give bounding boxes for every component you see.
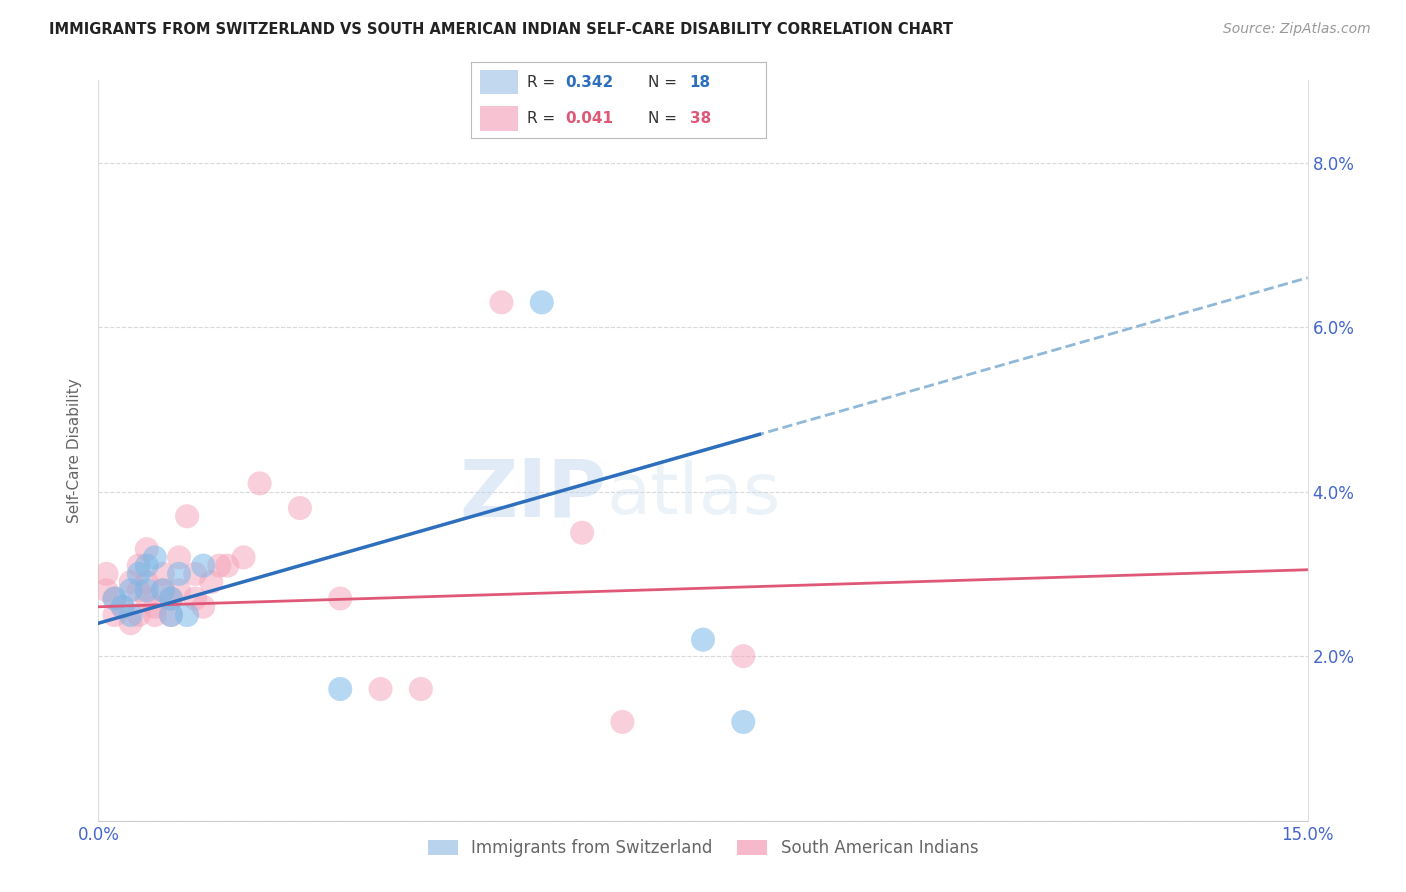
Point bbox=[120, 583, 142, 598]
Point bbox=[143, 607, 166, 622]
Text: N =: N = bbox=[648, 76, 682, 90]
Point bbox=[184, 566, 207, 581]
Point bbox=[193, 558, 215, 573]
Text: 38: 38 bbox=[689, 111, 711, 126]
Point bbox=[111, 599, 134, 614]
Point bbox=[491, 295, 513, 310]
Point bbox=[733, 649, 755, 664]
Point bbox=[143, 550, 166, 565]
Point bbox=[160, 607, 183, 622]
Point bbox=[143, 599, 166, 614]
Point bbox=[128, 566, 150, 581]
Point bbox=[692, 632, 714, 647]
Text: 0.342: 0.342 bbox=[565, 76, 614, 90]
Point bbox=[184, 591, 207, 606]
Point bbox=[152, 583, 174, 598]
Point bbox=[409, 681, 432, 696]
Point bbox=[120, 607, 142, 622]
Point bbox=[120, 616, 142, 631]
Point bbox=[103, 607, 125, 622]
Point bbox=[329, 681, 352, 696]
Point bbox=[612, 714, 634, 729]
Text: N =: N = bbox=[648, 111, 682, 126]
Point bbox=[232, 550, 254, 565]
Point bbox=[135, 591, 157, 606]
Point bbox=[160, 607, 183, 622]
Point bbox=[733, 714, 755, 729]
Point bbox=[128, 607, 150, 622]
Point bbox=[167, 566, 190, 581]
Text: ZIP: ZIP bbox=[458, 456, 606, 534]
Point bbox=[135, 558, 157, 573]
Point bbox=[152, 566, 174, 581]
Point bbox=[160, 591, 183, 606]
Point bbox=[176, 509, 198, 524]
Bar bbox=[479, 106, 519, 130]
Point bbox=[152, 583, 174, 598]
Point bbox=[96, 566, 118, 581]
Point bbox=[167, 550, 190, 565]
Text: R =: R = bbox=[527, 111, 560, 126]
Point bbox=[103, 591, 125, 606]
Point bbox=[128, 558, 150, 573]
Point bbox=[135, 542, 157, 557]
Text: 18: 18 bbox=[689, 76, 710, 90]
Point bbox=[288, 501, 311, 516]
Point bbox=[135, 575, 157, 590]
Point bbox=[160, 591, 183, 606]
Point bbox=[370, 681, 392, 696]
Point bbox=[120, 575, 142, 590]
Point bbox=[208, 558, 231, 573]
Point bbox=[530, 295, 553, 310]
Text: IMMIGRANTS FROM SWITZERLAND VS SOUTH AMERICAN INDIAN SELF-CARE DISABILITY CORREL: IMMIGRANTS FROM SWITZERLAND VS SOUTH AME… bbox=[49, 22, 953, 37]
Point bbox=[167, 583, 190, 598]
Point bbox=[329, 591, 352, 606]
Point bbox=[103, 591, 125, 606]
Point bbox=[193, 599, 215, 614]
Point bbox=[111, 599, 134, 614]
Point bbox=[176, 607, 198, 622]
Text: R =: R = bbox=[527, 76, 560, 90]
Point bbox=[96, 583, 118, 598]
Point bbox=[249, 476, 271, 491]
Text: Source: ZipAtlas.com: Source: ZipAtlas.com bbox=[1223, 22, 1371, 37]
Y-axis label: Self-Care Disability: Self-Care Disability bbox=[67, 378, 83, 523]
Point bbox=[571, 525, 593, 540]
Text: atlas: atlas bbox=[606, 460, 780, 529]
Bar bbox=[479, 70, 519, 95]
Point bbox=[135, 583, 157, 598]
Point bbox=[200, 575, 222, 590]
Point bbox=[128, 583, 150, 598]
Legend: Immigrants from Switzerland, South American Indians: Immigrants from Switzerland, South Ameri… bbox=[420, 833, 986, 864]
Point bbox=[217, 558, 239, 573]
Text: 0.041: 0.041 bbox=[565, 111, 613, 126]
